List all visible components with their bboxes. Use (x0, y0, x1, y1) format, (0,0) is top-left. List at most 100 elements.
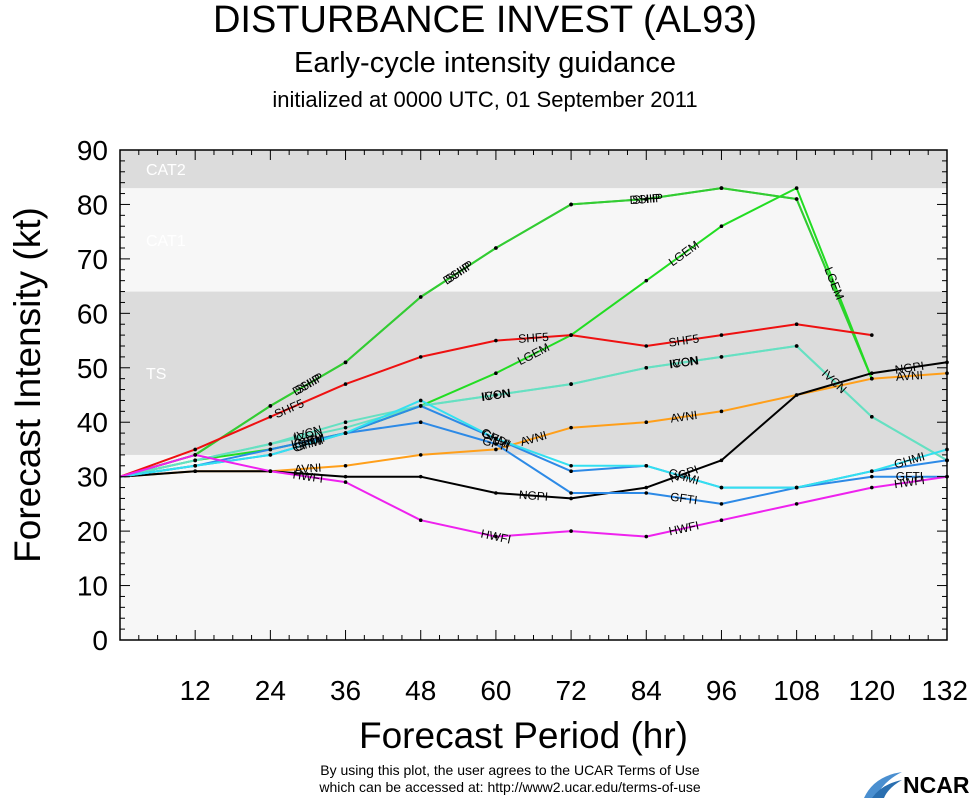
series-label-hwfi: HWFI (893, 473, 925, 491)
series-line-hwfi (119, 453, 948, 538)
data-point-ghmi (644, 463, 649, 468)
data-point-ngpi (418, 474, 423, 479)
data-point-ngpi (193, 469, 197, 474)
data-point-gfti (870, 474, 874, 479)
terms-line-1: By using this plot, the user agrees to t… (320, 762, 700, 778)
init-time: initialized at 0000 UTC, 01 September 20… (272, 87, 698, 112)
data-point-shf5 (569, 333, 573, 337)
data-point-ivcn (870, 414, 874, 419)
data-point-ghmi (193, 463, 197, 468)
data-point-ngpi (719, 458, 724, 463)
series-label-ivcn: IVCN (481, 386, 511, 404)
terms-line-2[interactable]: which can be accessed at: http://www2.uc… (319, 779, 701, 795)
series-label-shf5: SHF5 (518, 330, 550, 346)
data-point-ghmi (494, 436, 498, 441)
series-label-avni: AVNI (895, 368, 923, 384)
series-label-icon: ICON (292, 426, 324, 446)
data-point-lgem (644, 278, 649, 283)
data-point-ngpi (870, 371, 874, 376)
ncar-wordmark: NCAR (903, 772, 970, 798)
data-point-avni (569, 425, 573, 430)
data-point-ghmi (870, 469, 874, 474)
data-point-shf5 (870, 333, 874, 337)
series-label-gfti: GFTI (669, 490, 698, 508)
data-point-avni (418, 453, 423, 457)
data-point-ivcn (794, 344, 799, 348)
data-point-avni (494, 447, 498, 452)
band-ts (120, 291, 947, 455)
data-point-hwfi (418, 518, 423, 523)
band-label-cat1: CAT1 (146, 233, 186, 250)
series-label-gfdi: GFDI (292, 431, 323, 451)
data-point-ghmi (569, 463, 573, 468)
x-axis: 12 24 36 48 60 72 84 96 108 120 132 (138, 150, 968, 706)
data-point-ivcn (569, 382, 573, 386)
y-tick-label: 20 (77, 516, 108, 547)
x-tick-label: 96 (706, 675, 737, 706)
data-point-hwfi (644, 534, 649, 539)
y-tick-label: 40 (77, 407, 108, 438)
data-point-dshp (268, 404, 273, 408)
y-axis-title: Forecast Intensity (kt) (7, 207, 48, 563)
series-label-shf5: SHF5 (668, 331, 701, 349)
data-point-ngpi (644, 485, 649, 490)
data-point-ghmi (719, 485, 724, 490)
data-point-avni (644, 420, 649, 425)
chart-subtitle: Early-cycle intensity guidance (293, 47, 676, 79)
y-axis: 0 10 20 30 40 50 60 70 80 90 (77, 135, 947, 656)
series-label-hwfi: HWFI (667, 518, 700, 538)
series-label-ngpi: NGPI (894, 359, 925, 377)
data-point-hwfi (794, 502, 799, 506)
data-point-shf5 (343, 382, 348, 386)
data-point-dshp (794, 197, 799, 201)
data-point-hwfi (494, 534, 498, 539)
data-point-gfdi (268, 447, 273, 452)
data-point-gfdi (569, 469, 573, 474)
data-point-gfti (418, 420, 423, 425)
y-tick-label: 60 (77, 298, 108, 329)
data-point-ngpi (343, 474, 348, 479)
data-point-dshp (644, 197, 649, 201)
x-tick-label: 12 (180, 675, 211, 706)
data-point-shf5 (418, 355, 423, 359)
chart-title: DISTURBANCE INVEST (AL93) (212, 0, 758, 41)
data-point-lgem (494, 371, 498, 376)
y-tick-label: 10 (77, 571, 108, 602)
terms-footer: By using this plot, the user agrees to t… (230, 762, 790, 796)
data-point-gfti (644, 491, 649, 495)
series-label-dshp: DSHP (629, 191, 663, 207)
data-point-avni (870, 376, 874, 381)
data-point-ivcn (268, 442, 273, 446)
data-point-ghmi (268, 453, 273, 457)
x-tick-label: 48 (405, 675, 436, 706)
series-label-ivcn: IVCN (669, 353, 699, 371)
series-line-ivcn (119, 345, 948, 478)
data-point-hwfi (870, 485, 874, 490)
data-point-hwfi (268, 469, 273, 474)
band-label-cat2: CAT2 (146, 162, 186, 179)
series-label-avni: AVNI (294, 461, 322, 477)
series-label-hwfi: HWFI (479, 526, 512, 546)
data-point-ivcn (193, 458, 197, 463)
x-axis-title: Forecast Period (hr) (359, 715, 688, 756)
data-point-shf5 (794, 322, 799, 327)
band-cat1 (120, 188, 947, 292)
band-label-ts: TS (146, 366, 166, 383)
y-tick-label: 50 (77, 353, 108, 384)
y-tick-label: 90 (77, 135, 108, 166)
data-point-shf5 (644, 344, 649, 348)
series-label-hwfi: HWFI (292, 468, 324, 486)
x-tick-label: 36 (330, 675, 361, 706)
x-tick-label: 60 (480, 675, 511, 706)
data-point-ivcn (343, 420, 348, 425)
data-point-gfti (569, 491, 573, 495)
data-point-hwfi (719, 518, 724, 523)
data-point-shf5 (268, 414, 273, 419)
data-point-icon (343, 425, 348, 430)
data-point-shf5 (719, 333, 724, 337)
series-label-gfti: GFTI (896, 470, 923, 484)
data-point-dshp (418, 295, 423, 299)
data-point-ngpi (794, 393, 799, 397)
data-point-ivcn (494, 393, 498, 397)
